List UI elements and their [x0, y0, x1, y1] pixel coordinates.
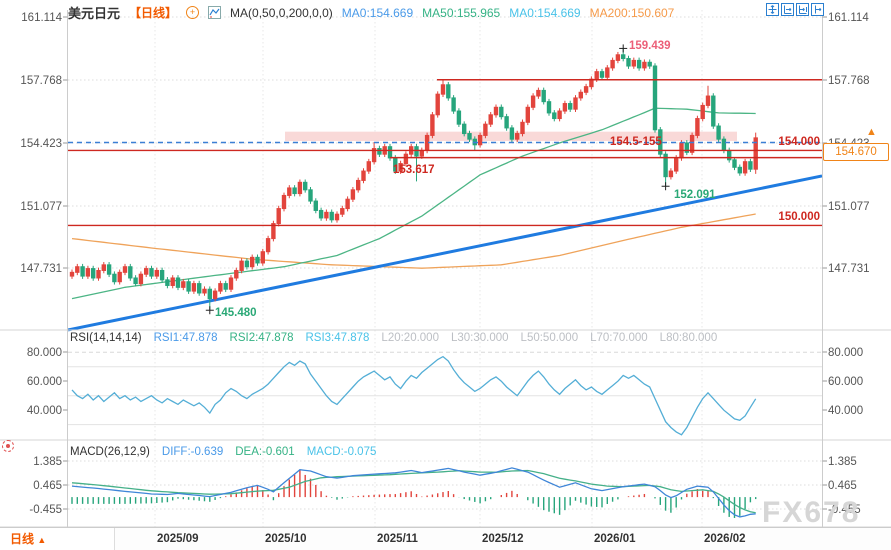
fit-right-axis-icon[interactable] — [796, 3, 809, 16]
level-lines — [68, 79, 822, 227]
current-price-tag: 154.670 — [823, 143, 889, 161]
ma200-value: MA200:150.607 — [589, 5, 675, 20]
rsi-l70: L70:70.000 — [590, 332, 648, 344]
x-axis-label: 2025/09 — [157, 533, 199, 545]
chart-toolbar — [766, 3, 824, 16]
x-axis-label: 2026/02 — [704, 533, 746, 545]
rsi-header: RSI(14,14,14) RSI1:47.878 RSI2:47.878 RS… — [70, 332, 717, 344]
svg-text:147.731: 147.731 — [20, 263, 62, 275]
rsi-l80: L80:80.000 — [659, 332, 718, 344]
period-arrow-icon: ▲ — [37, 535, 47, 545]
svg-text:154.423: 154.423 — [20, 138, 62, 150]
svg-text:60.000: 60.000 — [828, 376, 863, 388]
ma0-value: MA0:154.669 — [341, 5, 414, 20]
price-up-arrow-icon: ▲ — [866, 126, 877, 138]
time-axis-bar: 日线 ▲ 2025/09 2025/10 2025/11 2025/12 2026/01… — [0, 527, 891, 550]
svg-text:80.000: 80.000 — [27, 347, 62, 359]
macd-value: MACD:-0.075 — [306, 446, 377, 458]
resistance-zone — [285, 131, 737, 142]
ma-legend-icon — [208, 6, 222, 19]
svg-text:40.000: 40.000 — [828, 405, 863, 417]
level-150-label: 150.000 — [778, 211, 820, 223]
axis-labels: 161.114161.114157.768157.768154.423154.4… — [20, 12, 869, 516]
macd-name[interactable]: MACD(26,12,9) — [70, 446, 150, 458]
support-153-label: 153.617 — [393, 164, 435, 176]
rsi2-value: RSI2:47.878 — [229, 332, 294, 344]
level-154-label: 154.000 — [778, 136, 820, 148]
svg-text:151.077: 151.077 — [20, 201, 62, 213]
x-axis-label: 2025/11 — [377, 533, 418, 545]
shift-right-icon[interactable] — [811, 3, 824, 16]
macd-header: MACD(26,12,9) DIFF:-0.639 DEA:-0.601 MAC… — [70, 446, 376, 458]
svg-text:157.768: 157.768 — [828, 75, 870, 87]
ma50-value: MA50:155.965 — [422, 5, 501, 20]
rsi3-value: RSI3:47.878 — [305, 332, 370, 344]
x-axis-label: 2025/12 — [482, 533, 524, 545]
svg-text:0.465: 0.465 — [33, 480, 62, 492]
rsi-l50: L50:50.000 — [520, 332, 579, 344]
fit-left-axis-icon[interactable] — [781, 3, 794, 16]
high-price-label: 159.439 — [629, 40, 671, 52]
dea-value: DEA:-0.601 — [235, 446, 295, 458]
svg-text:161.114: 161.114 — [21, 12, 62, 24]
jan-low-label: 152.091 — [674, 189, 716, 201]
svg-text:151.077: 151.077 — [828, 201, 870, 213]
extreme-markers — [205, 44, 670, 315]
svg-text:157.768: 157.768 — [20, 75, 62, 87]
watermark: FX678 — [762, 496, 861, 529]
ma-settings[interactable]: MA(0,50,0,200,0,0) — [230, 5, 333, 20]
x-axis-label: 2025/10 — [265, 533, 307, 545]
diff-value: DIFF:-0.639 — [161, 446, 224, 458]
svg-text:0.465: 0.465 — [828, 480, 857, 492]
ma0b-value: MA0:154.669 — [509, 5, 581, 20]
svg-text:60.000: 60.000 — [27, 376, 62, 388]
symbol-title: 美元日元 — [68, 6, 121, 21]
period-selector[interactable]: 日线 ▲ — [0, 528, 115, 550]
rsi-l30: L30:30.000 — [450, 332, 509, 344]
svg-text:80.000: 80.000 — [828, 347, 863, 359]
svg-text:40.000: 40.000 — [27, 405, 62, 417]
add-indicator-icon[interactable]: + — [186, 6, 200, 19]
rsi-l20: L20:20.000 — [381, 332, 439, 344]
candles-group — [69, 48, 758, 311]
sep-low-label: 145.480 — [215, 307, 257, 319]
period-tag[interactable]: 【日线】 — [129, 6, 178, 20]
chart-header: 美元日元 【日线】 + MA(0,50,0,200,0,0) MA0:154.6… — [68, 3, 674, 22]
period-label: 日线 — [10, 532, 35, 546]
pan-icon[interactable] — [766, 3, 779, 16]
svg-text:-0.455: -0.455 — [29, 504, 62, 516]
svg-text:161.114: 161.114 — [828, 12, 869, 24]
svg-text:147.731: 147.731 — [828, 263, 870, 275]
rsi-pane — [68, 351, 822, 436]
indicator-settings-icon[interactable] — [2, 440, 14, 452]
rsi-name[interactable]: RSI(14,14,14) — [70, 332, 142, 344]
macd-pane — [68, 460, 822, 518]
rsi1-value: RSI1:47.878 — [153, 332, 218, 344]
svg-text:1.385: 1.385 — [828, 456, 857, 468]
x-axis-label: 2026/01 — [594, 533, 636, 545]
zone-label: 154.5-155 — [610, 136, 662, 148]
svg-text:1.385: 1.385 — [33, 456, 62, 468]
